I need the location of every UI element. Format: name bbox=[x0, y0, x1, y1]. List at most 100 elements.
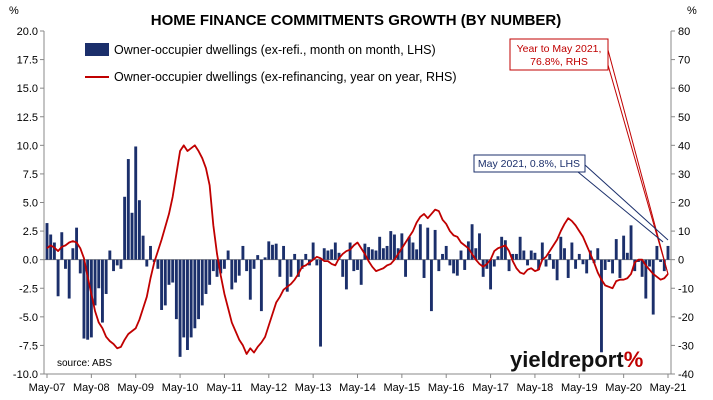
bar bbox=[603, 259, 607, 270]
bar bbox=[581, 259, 585, 265]
bar bbox=[119, 259, 123, 269]
bar bbox=[300, 259, 304, 269]
y-left-tick-label: 10.0 bbox=[17, 140, 38, 152]
bar bbox=[644, 259, 648, 299]
bar bbox=[137, 200, 141, 260]
bar bbox=[537, 259, 541, 270]
bar bbox=[585, 259, 589, 274]
bar bbox=[278, 259, 282, 277]
bar bbox=[452, 259, 456, 274]
y-left-tick-label: 15.0 bbox=[17, 83, 38, 95]
bar bbox=[322, 248, 326, 260]
bar bbox=[319, 259, 322, 347]
x-tick-label: May-20 bbox=[605, 382, 642, 394]
bar bbox=[193, 259, 197, 329]
y-left-tick-label: -7.5 bbox=[19, 340, 38, 352]
annotation-blue-leader bbox=[584, 164, 669, 241]
annotation-red-line2: 76.8%, RHS bbox=[530, 56, 588, 68]
bar bbox=[433, 229, 437, 260]
bar bbox=[370, 249, 374, 260]
x-tick-label: May-21 bbox=[650, 382, 687, 394]
bar bbox=[574, 259, 578, 269]
bar bbox=[529, 250, 533, 260]
y-left-tick-label: 7.5 bbox=[23, 169, 38, 181]
annotation-blue-box bbox=[473, 154, 586, 173]
bar bbox=[78, 259, 82, 274]
x-tick-label: May-14 bbox=[339, 382, 376, 394]
bar bbox=[112, 259, 115, 272]
bar bbox=[245, 259, 249, 272]
bar bbox=[97, 259, 101, 289]
y-left-tick-label: 17.5 bbox=[17, 55, 38, 67]
bar bbox=[167, 259, 171, 285]
bar bbox=[448, 259, 452, 266]
bar bbox=[559, 236, 563, 260]
bar bbox=[52, 242, 56, 260]
bar bbox=[274, 243, 278, 260]
bar bbox=[237, 259, 241, 276]
bar bbox=[182, 259, 186, 338]
x-tick-label: May-10 bbox=[162, 382, 199, 394]
bar bbox=[259, 259, 263, 312]
bar bbox=[363, 243, 367, 260]
x-tick-label: May-15 bbox=[384, 382, 421, 394]
bar bbox=[160, 259, 164, 310]
annotation-red-line1: Year to May 2021, bbox=[517, 43, 602, 55]
bar bbox=[400, 233, 404, 260]
x-tick-label: May-07 bbox=[29, 382, 66, 394]
bar bbox=[459, 250, 463, 260]
bar bbox=[466, 241, 470, 260]
bar bbox=[640, 259, 644, 277]
bar bbox=[86, 259, 90, 340]
chart-title: HOME FINANCE COMMITMENTS GROWTH (BY NUMB… bbox=[151, 12, 562, 29]
bar bbox=[607, 259, 611, 262]
bar bbox=[348, 242, 352, 260]
brand-logo: yieldreport% bbox=[510, 347, 643, 372]
bar bbox=[282, 245, 286, 260]
bar bbox=[622, 235, 626, 260]
bar bbox=[333, 242, 337, 260]
bar bbox=[215, 259, 219, 277]
bar bbox=[326, 250, 330, 260]
bar bbox=[367, 247, 371, 260]
bar bbox=[256, 255, 260, 260]
bar bbox=[404, 259, 407, 277]
bar bbox=[511, 253, 515, 260]
bar bbox=[437, 259, 441, 272]
bar bbox=[381, 248, 385, 260]
bar bbox=[219, 259, 223, 274]
y-left-tick-label: 12.5 bbox=[17, 112, 38, 124]
bar bbox=[500, 236, 504, 260]
bar bbox=[570, 242, 574, 260]
bar bbox=[618, 259, 622, 278]
bar bbox=[104, 259, 108, 294]
bar bbox=[171, 259, 175, 283]
bar bbox=[101, 259, 104, 323]
annotation-leaders bbox=[577, 49, 669, 275]
bar bbox=[470, 224, 474, 260]
brand-pct: % bbox=[624, 347, 644, 372]
bar bbox=[263, 257, 267, 260]
bar bbox=[411, 242, 415, 260]
bar bbox=[385, 245, 389, 260]
x-tick-label: May-16 bbox=[428, 382, 465, 394]
line-path bbox=[46, 144, 669, 355]
bar bbox=[230, 259, 234, 290]
x-tick-label: May-11 bbox=[206, 382, 242, 394]
annotation-may-2021-lhs: May 2021, 0.8%, LHS bbox=[473, 154, 586, 173]
bar bbox=[208, 259, 212, 285]
bar bbox=[186, 259, 189, 350]
bar bbox=[629, 225, 633, 260]
bar bbox=[289, 259, 293, 277]
bar bbox=[356, 259, 359, 270]
x-ticks: May-07 May-08 May-09 May-10 May-11 May-12 May-… bbox=[29, 374, 687, 394]
bar bbox=[211, 259, 215, 272]
bar bbox=[189, 259, 193, 338]
bar bbox=[241, 245, 245, 260]
source-label: source: ABS bbox=[57, 358, 112, 369]
bar bbox=[625, 252, 629, 260]
bar bbox=[566, 259, 570, 278]
y-right-tick-label: 10 bbox=[678, 226, 690, 238]
bar bbox=[548, 253, 552, 260]
y-right-tick-label: 30 bbox=[678, 169, 690, 181]
